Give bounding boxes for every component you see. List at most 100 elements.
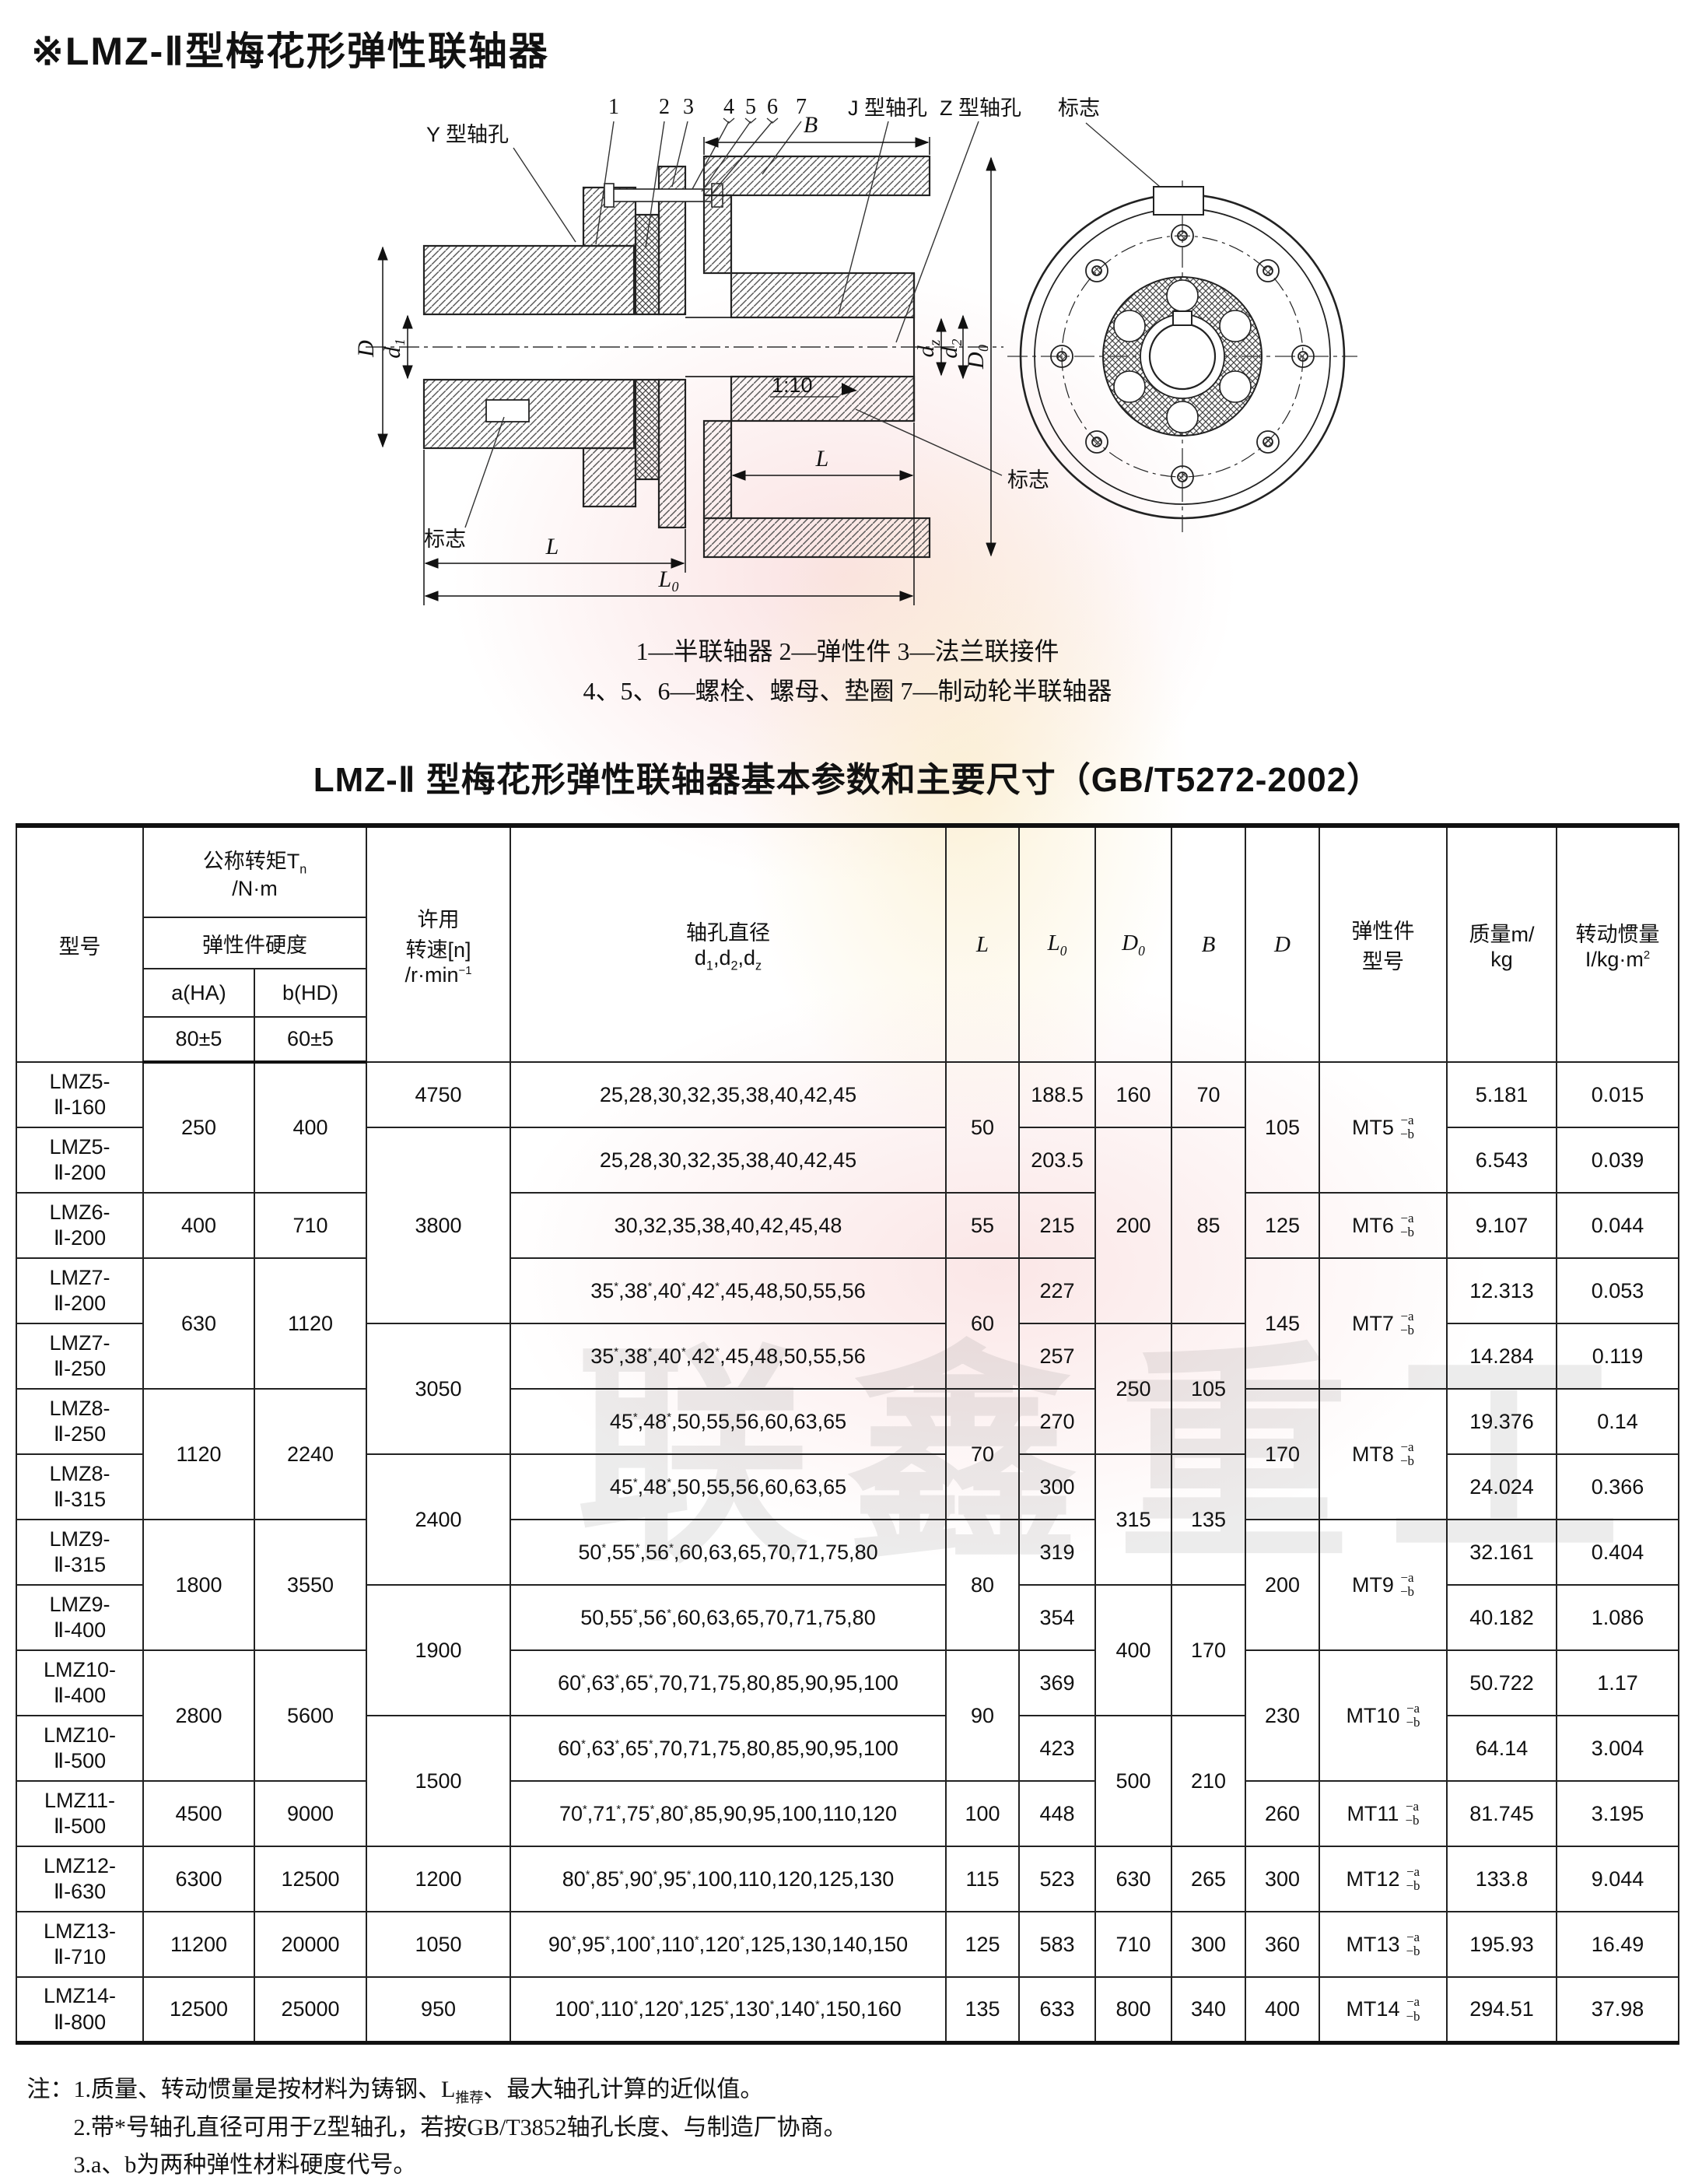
table-cell: MT12 −a −b (1319, 1846, 1448, 1913)
table-cell: 188.5 (1018, 1061, 1096, 1129)
caption-line-1: 1—半联轴器 2—弹性件 3—法兰联接件 (636, 637, 1059, 665)
table-cell: 35*,38*,40*,42*,45,48,50,55,56 (510, 1257, 947, 1325)
table-cell: 260 (1245, 1780, 1320, 1848)
table-cell: 448 (1018, 1780, 1096, 1848)
header-mt: 弹性件 型号 (1319, 825, 1448, 1064)
table-cell: 11200 (142, 1911, 255, 1979)
table-cell: 270 (1018, 1388, 1096, 1456)
table-cell: 170 (1171, 1584, 1246, 1717)
table-cell: 400 (1245, 1976, 1320, 2044)
table-cell: 25,28,30,32,35,38,40,42,45 (510, 1127, 947, 1194)
table-cell: 1120 (253, 1257, 368, 1390)
table-cell: 400 (1094, 1584, 1172, 1717)
label-z-bore: Z 型轴孔 (940, 96, 1021, 120)
table-cell: 630 (1094, 1846, 1172, 1913)
dim-d2: d₂ (937, 338, 962, 358)
header-model: 型号 (15, 825, 144, 1064)
table-cell: 12500 (253, 1846, 368, 1913)
table-cell: 50,55*,56*,60,63,65,70,71,75,80 (510, 1584, 947, 1652)
table-cell: 45*,48*,50,55,56,60,63,65 (510, 1388, 947, 1456)
table-cell: 4750 (366, 1061, 511, 1129)
table-cell: 200 (1245, 1519, 1320, 1652)
table-cell: 20000 (253, 1911, 368, 1979)
table-row: LMZ9- Ⅱ-400 1900 50,55*,56*,60,63,65,70,71,… (15, 1584, 1679, 1717)
table-cell: 265 (1171, 1846, 1246, 1913)
table-cell: MT11 −a −b (1319, 1780, 1448, 1848)
table-cell: 0.404 (1556, 1519, 1679, 1586)
table-cell: 125 (945, 1911, 1020, 1979)
table-cell: MT7 −a −b (1319, 1257, 1448, 1390)
table-cell: 100 (945, 1780, 1020, 1848)
table-cell: 14.284 (1446, 1323, 1557, 1390)
table-cell: 0.119 (1556, 1323, 1679, 1390)
table-row: LMZ11- Ⅱ-500 4500 9000 70*,71*,75*,80*,85,90… (15, 1780, 1679, 1848)
table-cell: 300 (1245, 1846, 1320, 1913)
header-speed: 许用 转速[n]/r·min−1 (366, 825, 511, 1064)
table-title: LMZ-Ⅱ 型梅花形弹性联轴器基本参数和主要尺寸（GB/T5272-2002） (313, 761, 1382, 800)
table-cell: 25,28,30,32,35,38,40,42,45 (510, 1061, 947, 1129)
table-cell: 1900 (366, 1584, 511, 1717)
table-cell: 135 (1171, 1453, 1246, 1586)
label-mark-left: 标志 (424, 528, 466, 551)
table-cell: 50.722 (1446, 1649, 1557, 1717)
label-j-bore: J 型轴孔 (848, 96, 927, 120)
table-cell: 1050 (366, 1911, 511, 1979)
label-mark-right: 标志 (1007, 468, 1049, 492)
table-cell: 0.14 (1556, 1388, 1679, 1456)
table-cell: 40.182 (1446, 1584, 1557, 1652)
header-L: L (945, 825, 1020, 1064)
table-cell: 90 (945, 1649, 1020, 1783)
header-bore: 轴孔直径 d1,d2,dz (510, 825, 947, 1064)
front-view (1007, 181, 1357, 532)
table-cell: 950 (366, 1976, 511, 2044)
table-cell: 195.93 (1446, 1911, 1557, 1979)
cell-model: LMZ11- Ⅱ-500 (15, 1780, 144, 1848)
table-cell: 1.17 (1556, 1649, 1679, 1717)
table-cell: MT14 −a −b (1319, 1976, 1448, 2044)
table-cell: 0.044 (1556, 1192, 1679, 1260)
table-cell: 115 (945, 1846, 1020, 1913)
table-cell: 12.313 (1446, 1257, 1557, 1325)
table-cell: 210 (1171, 1715, 1246, 1848)
cell-model: LMZ12- Ⅱ-630 (15, 1846, 144, 1913)
table-cell: 1200 (366, 1846, 511, 1913)
cell-model: LMZ7- Ⅱ-250 (15, 1323, 144, 1390)
table-cell: 354 (1018, 1584, 1096, 1652)
table-cell: 24.024 (1446, 1453, 1557, 1521)
table-row: LMZ10- Ⅱ-500 1500 60*,63*,65*,70,71,75,80,8… (15, 1715, 1679, 1848)
table-cell: 5.181 (1446, 1061, 1557, 1129)
table-cell: 145 (1245, 1257, 1320, 1390)
table-cell: 60*,63*,65*,70,71,75,80,85,90,95,100 (510, 1649, 947, 1717)
table-cell: 6.543 (1446, 1127, 1557, 1194)
table-cell: 105 (1171, 1323, 1246, 1456)
table-cell: 1500 (366, 1715, 511, 1848)
table-cell: 6300 (142, 1846, 255, 1913)
table-cell: 319 (1018, 1519, 1096, 1586)
table-cell: 800 (1094, 1976, 1172, 2044)
header-hardness-b: b(HD) (253, 968, 368, 1018)
dim-D0: D₀ (963, 344, 989, 370)
table-cell: 45*,48*,50,55,56,60,63,65 (510, 1453, 947, 1521)
table-cell: 19.376 (1446, 1388, 1557, 1456)
header-D0: D0 (1094, 825, 1172, 1064)
table-cell: 400 (253, 1061, 368, 1194)
table-cell: 64.14 (1446, 1715, 1557, 1783)
header-hardness-a: a(HA) (142, 968, 255, 1018)
table-cell: 30,32,35,38,40,42,45,48 (510, 1192, 947, 1260)
table-cell: 1.086 (1556, 1584, 1679, 1652)
table-cell: 0.039 (1556, 1127, 1679, 1194)
table-cell: 125 (1245, 1192, 1320, 1260)
header-hardness: 弹性件硬度 (142, 917, 368, 970)
table-cell: 0.366 (1556, 1453, 1679, 1521)
cell-model: LMZ8- Ⅱ-315 (15, 1453, 144, 1521)
table-cell: 230 (1245, 1649, 1320, 1783)
technical-drawing: 1 2 3 4 5 6 7 Y 型轴孔 J 型轴孔 Z 型轴孔 标志 标志 标志 (0, 82, 1695, 627)
table-row: LMZ7- Ⅱ-200 630 1120 35*,38*,40*,42*,45,48,5… (15, 1257, 1679, 1390)
table-cell: 100*,110*,120*,125*,130*,140*,150,160 (510, 1976, 947, 2044)
table-cell: 360 (1245, 1911, 1320, 1979)
table-cell: 170 (1245, 1388, 1320, 1521)
part-number-7: 7 (796, 95, 807, 119)
notes-prefix: 注： (26, 2076, 74, 2102)
part-number-3: 3 (683, 95, 694, 119)
table-cell: MT13 −a −b (1319, 1911, 1448, 1979)
